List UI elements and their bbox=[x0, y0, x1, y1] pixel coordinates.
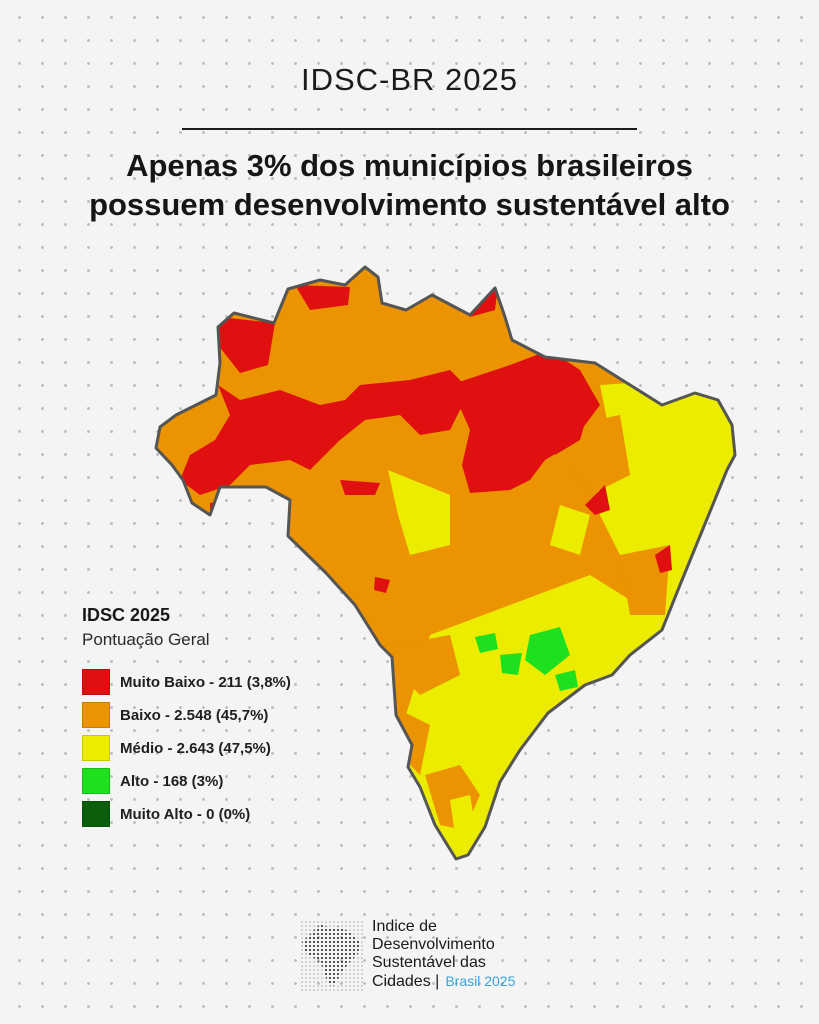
logo-line-1: Indice de bbox=[372, 918, 437, 935]
headline-line-2: possuem desenvolvimento sustentável alto bbox=[89, 187, 730, 222]
logo-wordmark: Indice de Desenvolvimento Sustentável da… bbox=[372, 918, 515, 991]
legend-label: Baixo - 2.548 (45,7%) bbox=[120, 706, 269, 724]
legend-swatch bbox=[82, 735, 110, 761]
logo-line-4-text: Cidades | bbox=[372, 973, 440, 990]
logo-brasil-year: Brasil 2025 bbox=[445, 973, 516, 989]
footer-logo: Indice de Desenvolvimento Sustentável da… bbox=[300, 918, 560, 998]
legend-label: Alto - 168 (3%) bbox=[120, 772, 224, 790]
legend-swatch bbox=[82, 669, 110, 695]
legend-label: Muito Baixo - 211 (3,8%) bbox=[120, 673, 291, 691]
title-divider bbox=[182, 128, 637, 130]
legend-subtitle: Pontuação Geral bbox=[82, 630, 210, 649]
legend-swatch bbox=[82, 702, 110, 728]
legend-item-medio: Médio - 2.643 (47,5%) bbox=[82, 735, 342, 761]
report-kicker: IDSC-BR 2025 bbox=[300, 62, 519, 97]
legend-title: IDSC 2025 bbox=[82, 605, 171, 625]
legend-label: Muito Alto - 0 (0%) bbox=[120, 805, 251, 823]
legend-item-alto: Alto - 168 (3%) bbox=[82, 768, 342, 794]
headline: Apenas 3% dos municípios brasileiros pos… bbox=[0, 146, 819, 224]
logo-line-3: Sustentável das bbox=[372, 954, 486, 971]
headline-line-1: Apenas 3% dos municípios brasileiros bbox=[126, 148, 693, 183]
brazil-dot-map-icon bbox=[300, 920, 364, 992]
map-legend: IDSC 2025 Pontuação Geral Muito Baixo - … bbox=[82, 605, 342, 835]
legend-swatch bbox=[82, 801, 110, 827]
logo-line-4: Cidades | Brasil 2025 bbox=[372, 972, 515, 991]
legend-item-muito-alto: Muito Alto - 0 (0%) bbox=[82, 801, 342, 827]
brazil-choropleth-map bbox=[154, 265, 737, 861]
legend-item-baixo: Baixo - 2.548 (45,7%) bbox=[82, 702, 342, 728]
legend-swatch bbox=[82, 768, 110, 794]
logo-line-2: Desenvolvimento bbox=[372, 936, 495, 953]
legend-item-muito-baixo: Muito Baixo - 211 (3,8%) bbox=[82, 669, 342, 695]
legend-label: Médio - 2.643 (47,5%) bbox=[120, 739, 271, 757]
